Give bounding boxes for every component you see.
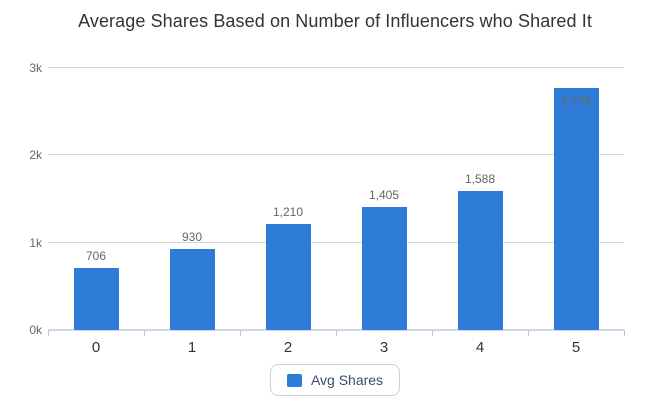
bar[interactable]: [553, 87, 599, 330]
bar-value-label: 1,405: [368, 188, 400, 203]
gridline: [48, 241, 624, 243]
x-axis-label: 3: [379, 339, 389, 356]
bar[interactable]: [361, 207, 407, 330]
y-axis-label: 1k: [29, 235, 42, 250]
x-axis-label: 1: [187, 339, 197, 356]
bar-value-label: 706: [85, 249, 107, 264]
x-axis-label: 2: [283, 339, 293, 356]
legend-label: Avg Shares: [310, 372, 384, 388]
bar-value-label: 1,210: [272, 205, 304, 220]
x-axis-label: 0: [91, 339, 101, 356]
chart-title: Average Shares Based on Number of Influe…: [78, 11, 592, 31]
legend-item-avg-shares[interactable]: Avg Shares: [269, 364, 401, 396]
axis-tick: [239, 330, 241, 336]
bar[interactable]: [457, 191, 503, 330]
axis-tick: [527, 330, 529, 336]
gridline: [48, 67, 624, 68]
gridline: [48, 154, 624, 156]
bar[interactable]: [73, 268, 119, 330]
axis-tick: [47, 330, 49, 336]
legend-swatch-icon: [286, 373, 302, 387]
axis-tick: [335, 330, 337, 336]
axis-tick: [431, 330, 433, 336]
bar-value-label: 2,776: [560, 93, 592, 108]
y-axis-label: 0k: [29, 323, 42, 337]
x-axis-label: 5: [571, 339, 581, 356]
legend: Avg Shares: [0, 364, 670, 396]
bar-value-label: 930: [181, 229, 203, 244]
axis-tick: [623, 330, 625, 336]
axis-tick: [143, 330, 145, 336]
x-axis-label: 4: [475, 339, 485, 356]
bar-value-label: 1,588: [464, 172, 496, 187]
y-axis-label: 2k: [29, 148, 42, 163]
bar[interactable]: [265, 224, 311, 330]
y-axis-label: 3k: [29, 61, 42, 75]
bar[interactable]: [169, 248, 215, 330]
